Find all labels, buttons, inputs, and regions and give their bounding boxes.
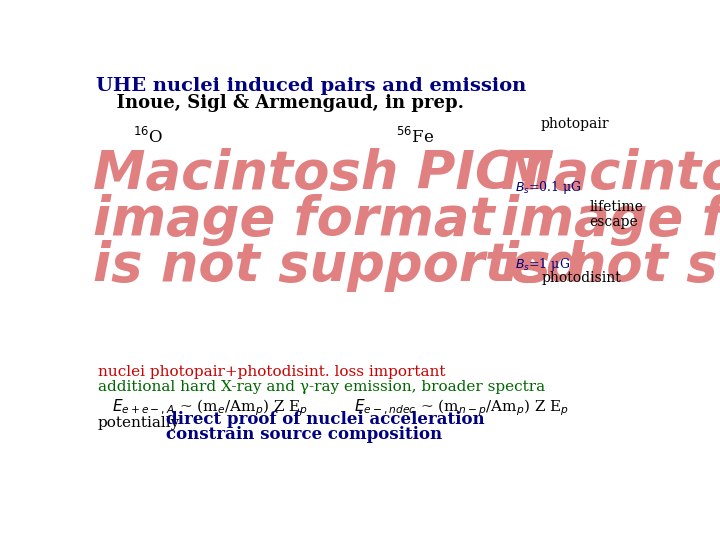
- Text: $^{16}$O: $^{16}$O: [132, 126, 163, 146]
- Text: $E_{e+e-,A}$ ~ (m$_e$/Am$_p$) Z E$_p$: $E_{e+e-,A}$ ~ (m$_e$/Am$_p$) Z E$_p$: [112, 397, 307, 418]
- Text: $E_{e-,ndec}$ ~ (m$_{n-p}$/Am$_p$) Z E$_p$: $E_{e-,ndec}$ ~ (m$_{n-p}$/Am$_p$) Z E$_…: [354, 397, 569, 418]
- Text: potentially: potentially: [98, 416, 180, 430]
- Text: nuclei photopair+photodisint. loss important: nuclei photopair+photodisint. loss impor…: [98, 365, 445, 379]
- Text: lifetime: lifetime: [589, 200, 643, 213]
- Text: is not supported: is not supported: [500, 240, 720, 292]
- Text: Inoue, Sigl & Armengaud, in prep.: Inoue, Sigl & Armengaud, in prep.: [104, 94, 464, 112]
- Text: $B_s$=1 μG: $B_s$=1 μG: [515, 256, 570, 273]
- Text: image format: image format: [500, 194, 720, 246]
- Text: constrain source composition: constrain source composition: [166, 426, 442, 443]
- Text: image format: image format: [93, 194, 495, 246]
- Text: photodisint: photodisint: [542, 271, 621, 285]
- Text: photopair: photopair: [541, 117, 610, 131]
- Text: $^{56}$Fe: $^{56}$Fe: [396, 126, 434, 146]
- Text: additional hard X-ray and γ-ray emission, broader spectra: additional hard X-ray and γ-ray emission…: [98, 381, 545, 395]
- Text: is not supported: is not supported: [93, 240, 584, 292]
- Text: Macintosh PICT: Macintosh PICT: [500, 148, 720, 200]
- Text: $B_s$=0.1 μG: $B_s$=0.1 μG: [515, 179, 582, 196]
- Text: UHE nuclei induced pairs and emission: UHE nuclei induced pairs and emission: [96, 77, 526, 95]
- Text: direct proof of nuclei acceleration: direct proof of nuclei acceleration: [166, 411, 485, 428]
- Text: escape: escape: [589, 215, 638, 229]
- Text: Macintosh PICT: Macintosh PICT: [93, 148, 550, 200]
